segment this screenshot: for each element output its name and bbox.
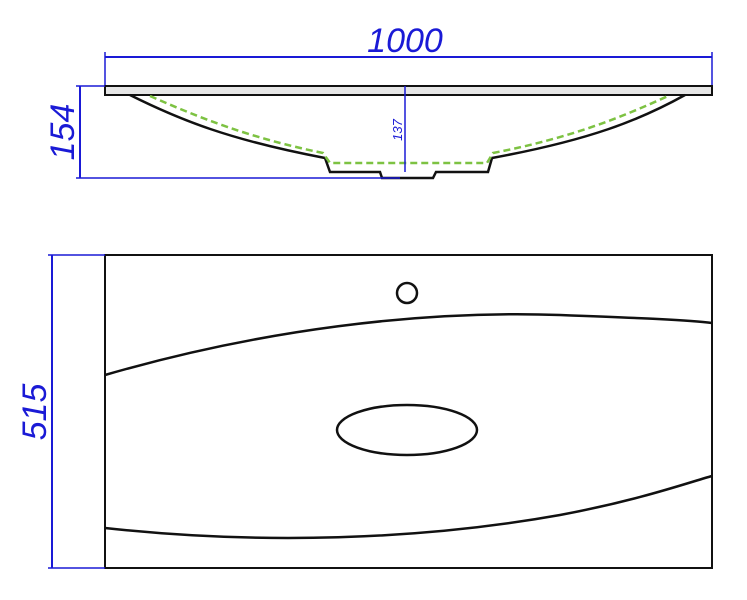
bowl-edge-bottom bbox=[104, 474, 713, 540]
width-dimension-label: 1000 bbox=[367, 22, 443, 60]
top-view: 515 bbox=[16, 254, 713, 569]
bowl-depth-label: 137 bbox=[390, 118, 405, 140]
bowl-outline bbox=[129, 93, 686, 180]
bowl-edge-top bbox=[104, 313, 713, 377]
faucet-hole bbox=[395, 281, 419, 305]
height-dimension-label: 154 bbox=[44, 104, 82, 161]
depth-dimension-label: 515 bbox=[16, 384, 54, 441]
countertop-slab bbox=[104, 85, 713, 96]
sink-top-outline bbox=[104, 254, 713, 569]
side-view: 1000 137 154 bbox=[44, 22, 713, 180]
drain-oval bbox=[335, 403, 479, 457]
inner-contour bbox=[149, 94, 669, 165]
